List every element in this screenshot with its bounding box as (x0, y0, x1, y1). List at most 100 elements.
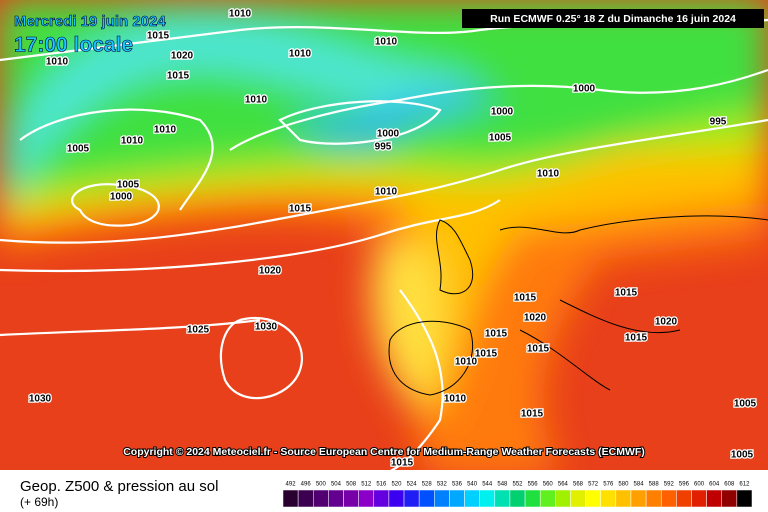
isobar-label: 1015 (167, 71, 190, 82)
legend-swatch (645, 489, 662, 508)
isobar-label: 1010 (46, 57, 69, 68)
legend-label: 568 (573, 482, 584, 488)
legend-swatch (676, 489, 692, 508)
time: 17:00 locale (14, 34, 133, 57)
legend-swatch (358, 489, 375, 508)
isobar-label: 1005 (734, 399, 757, 410)
isobar-label: 1000 (110, 192, 133, 203)
isobar-labels: 1010101510201015101010101010101010101010… (28, 7, 758, 470)
legend-label: 556 (528, 482, 539, 488)
isobar-label: 995 (375, 142, 392, 153)
legend-label: 524 (407, 482, 418, 488)
isobar-label: 1015 (475, 349, 498, 360)
isobar-label: 1010 (154, 125, 177, 136)
isobar-label: 1015 (527, 344, 550, 355)
legend-swatch (509, 489, 526, 508)
legend-label: 516 (376, 482, 387, 488)
isobar-label: 1010 (537, 169, 560, 180)
legend-swatch (539, 489, 556, 508)
isobar-label: 1010 (289, 49, 312, 60)
isobar-label: 1015 (615, 288, 638, 299)
legend-swatch (570, 489, 586, 508)
isobar-label: 1015 (625, 333, 648, 344)
legend-label: 608 (724, 482, 735, 488)
isobar-label: 1015 (485, 329, 508, 340)
run-box (462, 9, 764, 28)
legend-label: 584 (634, 482, 645, 488)
isobar-label: 1005 (67, 144, 90, 155)
isobar-label: 995 (710, 117, 727, 128)
legend-label: 540 (467, 482, 478, 488)
legend-label: 492 (286, 482, 297, 488)
legend-swatch (343, 489, 359, 508)
legend-swatch (660, 489, 677, 508)
isobar-label: 1005 (731, 450, 754, 461)
legend-swatch (297, 489, 314, 508)
legend-swatch (434, 489, 450, 508)
legend-label: 580 (618, 482, 629, 488)
legend-swatch (721, 489, 738, 508)
isobar-label: 1000 (491, 107, 514, 118)
isobar-label: 1015 (147, 31, 170, 42)
legend-label: 576 (603, 482, 614, 488)
legend-label: 552 (512, 482, 523, 488)
legend-label: 508 (346, 482, 357, 488)
legend-swatch (328, 489, 344, 508)
legend-swatch (449, 489, 465, 508)
legend-label: 500 (316, 482, 327, 488)
legend-swatch (479, 489, 496, 508)
legend-swatch (403, 489, 420, 508)
copyright: Copyright © 2024 Meteociel.fr - Source E… (123, 446, 645, 458)
legend-label: 536 (452, 482, 463, 488)
legend-label: 504 (331, 482, 342, 488)
legend-swatch (313, 489, 329, 508)
legend-swatch (585, 489, 601, 508)
isobar-label: 1010 (455, 357, 478, 368)
legend-label: 548 (497, 482, 508, 488)
legend-label: 572 (588, 482, 599, 488)
legend-label: 528 (422, 482, 433, 488)
legend-label: 600 (694, 482, 705, 488)
footer-lead: (+ 69h) (20, 495, 58, 509)
legend-label: 520 (391, 482, 402, 488)
legend-label: 512 (361, 482, 372, 488)
run-info: Run ECMWF 0.25° 18 Z du Dimanche 16 juin… (490, 13, 736, 25)
legend-swatch (388, 489, 405, 508)
legend-label: 604 (709, 482, 720, 488)
legend-swatch (706, 489, 722, 508)
isobar-label: 1020 (259, 266, 282, 277)
isobar-label: 1010 (245, 95, 268, 106)
legend-swatch (630, 489, 647, 508)
legend-swatch (464, 489, 480, 508)
coastlines (388, 215, 768, 396)
legend-label: 596 (679, 482, 690, 488)
date: Mercredi 19 juin 2024 (14, 13, 166, 30)
isobar-label: 1020 (171, 51, 194, 62)
legend-label: 592 (664, 482, 675, 488)
isobar-label: 1010 (444, 394, 467, 405)
legend-label: 496 (301, 482, 312, 488)
isobar-label: 1010 (375, 187, 398, 198)
legend-label: 532 (437, 482, 448, 488)
footer-title: Geop. Z500 & pression au sol (20, 478, 218, 495)
legend-swatch (524, 489, 541, 508)
isobar-label: 1030 (29, 394, 52, 405)
legend-swatch (282, 489, 299, 508)
legend-swatch (555, 489, 571, 508)
legend-label: 564 (558, 482, 569, 488)
legend-swatch (494, 489, 511, 508)
legend-label: 544 (482, 482, 493, 488)
legend-swatch (691, 489, 707, 508)
legend: 492 496 500 504 508 512 516 520 524 528 532 536 540 5… (282, 482, 753, 508)
isobar-label: 1000 (573, 84, 596, 95)
isobar-label: 1010 (121, 136, 144, 147)
isobar-label: 1015 (289, 204, 312, 215)
legend-swatch (736, 489, 753, 508)
legend-label: 560 (543, 482, 554, 488)
legend-swatch (418, 489, 435, 508)
legend-swatch (615, 489, 632, 508)
legend-swatch (600, 489, 617, 508)
